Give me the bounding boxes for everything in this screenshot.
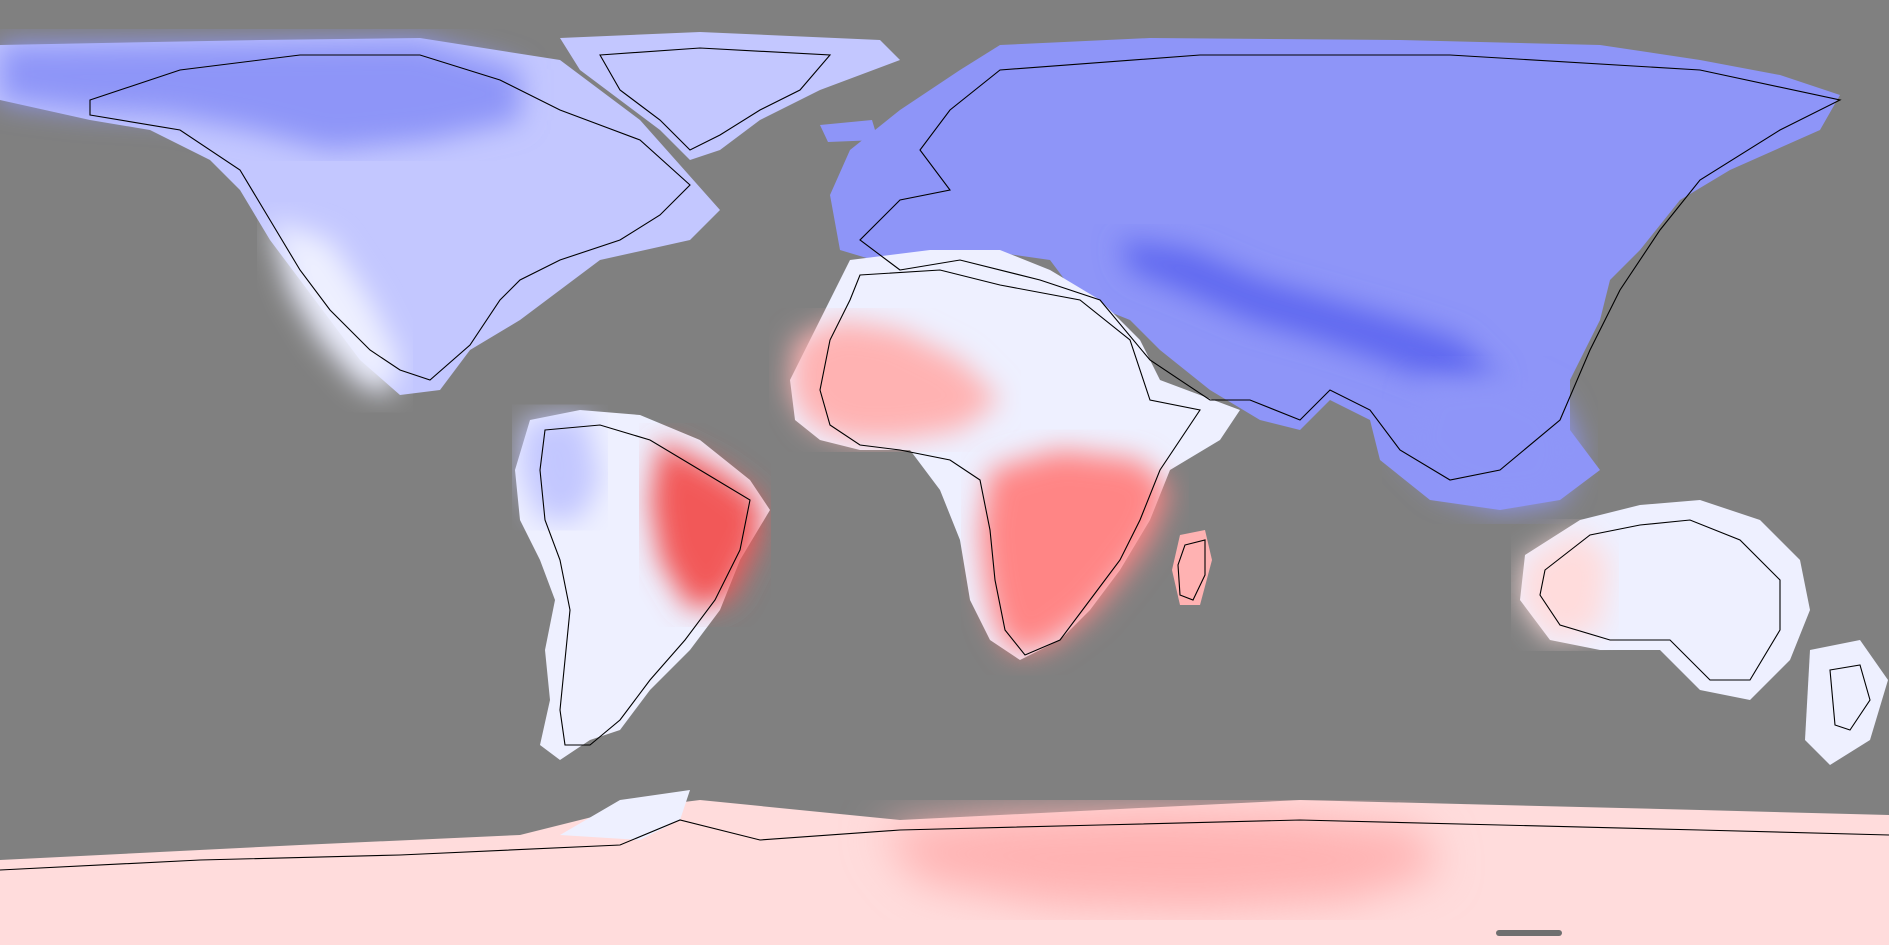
region-southern-africa [980, 450, 1170, 655]
region-arctic-canada-alaska [0, 40, 520, 150]
region-west-africa [790, 320, 1000, 440]
region-europe-asia [830, 38, 1840, 510]
horizontal-scroll-handle[interactable] [1496, 930, 1562, 936]
coastline-north-america [89, 54, 691, 381]
coastline-eurasia [859, 54, 1842, 481]
coastline-south-america [539, 424, 751, 746]
region-iceland [820, 120, 878, 142]
region-greenland [560, 32, 900, 160]
region-madagascar [1172, 530, 1212, 605]
region-australia-west [1520, 530, 1610, 640]
region-tibet-himalaya [1120, 240, 1500, 400]
coastline-africa [819, 269, 1201, 656]
region-new-zealand [1805, 640, 1888, 765]
region-north-america [0, 38, 720, 395]
coastlines [0, 47, 1889, 871]
region-amazon-west [520, 415, 600, 520]
coastline-new-zealand [1829, 664, 1871, 731]
coastline-australia [1539, 519, 1781, 681]
coastline-madagascar [1177, 539, 1206, 601]
region-western-north-america [270, 220, 400, 395]
anomaly-fields [0, 32, 1889, 945]
region-antarctic-peninsula [560, 790, 690, 840]
region-east-brazil [650, 440, 760, 610]
coastline-greenland [599, 47, 832, 151]
region-southeast-asia [1400, 370, 1580, 510]
coastline-antarctica [0, 819, 1889, 871]
region-east-antarctica [880, 810, 1440, 910]
